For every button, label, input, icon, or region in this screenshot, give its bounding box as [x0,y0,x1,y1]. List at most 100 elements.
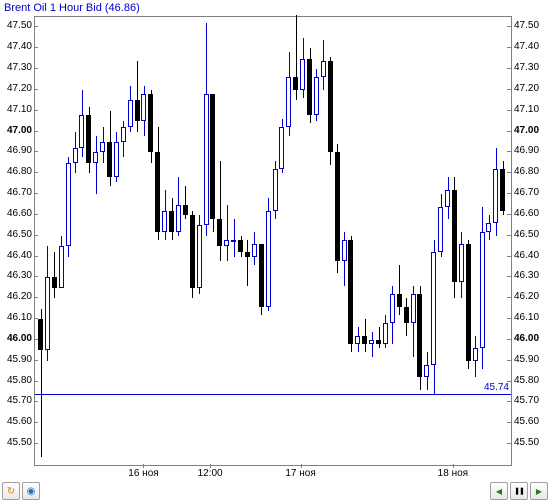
x-axis-label: 12:00 [198,468,223,479]
y-axis-label: 46.20 [514,291,548,302]
y-axis-label: 45.80 [0,375,32,386]
y-axis-label: 46.40 [0,250,32,261]
candle-wick [96,136,97,194]
candle-body [307,59,312,115]
prev-icon: ◀ [496,487,502,496]
candle-body [224,240,229,246]
y-axis-label: 45.90 [0,354,32,365]
y-axis-label: 46.90 [514,145,548,156]
candle-wick [247,240,248,286]
candle-body [52,277,57,287]
candle-body [279,127,284,169]
candle-body [93,152,98,162]
y-axis-label: 47.20 [514,83,548,94]
candle-body [321,61,326,78]
y-axis-label: 46.50 [0,229,32,240]
y-axis-label: 46.00 [0,333,32,344]
y-axis-label: 46.10 [0,312,32,323]
next-icon: ▶ [536,487,542,496]
y-axis-label: 46.30 [514,270,548,281]
candle-body [169,211,174,232]
candle-body [217,219,222,246]
y-axis-label: 46.70 [514,187,548,198]
candle-body [293,77,298,90]
candle-body [452,190,457,282]
candle-body [500,169,505,211]
y-axis-label: 46.20 [0,291,32,302]
candle-body [114,142,119,177]
candle-body [245,252,250,256]
refresh-button[interactable]: ↻ [2,482,20,500]
globe-icon: ◉ [27,486,36,497]
candle-body [466,244,471,361]
candle-body [328,61,333,153]
candle-body [493,169,498,223]
candle-body [362,336,367,344]
y-axis-label: 46.00 [514,333,548,344]
y-axis-label: 45.60 [514,416,548,427]
candle-body [273,169,278,211]
candle-body [390,294,395,323]
x-axis-label: 16 ноя [128,468,158,479]
y-axis-label: 46.50 [514,229,548,240]
y-axis-label: 47.40 [514,41,548,52]
y-axis-label: 47.50 [514,20,548,31]
candle-body [355,336,360,344]
candle-body [155,152,160,231]
support-line-label: 45.74 [484,382,509,393]
pause-button[interactable]: ❚❚ [510,482,528,500]
toolbar-left: ↻ ◉ [2,482,40,500]
candle-body [148,94,153,152]
y-axis-label: 45.50 [0,437,32,448]
y-axis-label: 47.50 [0,20,32,31]
y-axis-label: 45.70 [0,395,32,406]
candle-body [176,205,181,232]
candle-wick [54,252,55,298]
candle-body [480,232,485,349]
candle-body [259,244,264,307]
candle-body [314,77,319,115]
next-button[interactable]: ▶ [530,482,548,500]
y-axis-label: 45.80 [514,375,548,386]
candle-wick [227,205,228,261]
candle-body [376,340,381,344]
candle-body [204,94,209,225]
y-axis-label: 46.30 [0,270,32,281]
candle-body [438,207,443,253]
x-axis-label: 18 ноя [438,468,468,479]
y-axis-label: 46.40 [514,250,548,261]
candle-body [473,348,478,361]
x-axis-label: 17 ноя [285,468,315,479]
candle-body [411,294,416,323]
prev-button[interactable]: ◀ [490,482,508,500]
candle-body [404,307,409,324]
candle-body [210,94,215,219]
y-axis-label: 47.30 [514,62,548,73]
candle-wick [372,332,373,357]
y-axis-label: 45.90 [514,354,548,365]
y-axis-label: 46.80 [514,166,548,177]
refresh-icon: ↻ [7,486,15,497]
chart-container: Brent Oil 1 Hour Bid (46.86) 45.74 45.50… [0,0,550,502]
candle-body [100,142,105,152]
candle-body [397,294,402,307]
candle-body [266,211,271,307]
plot-area[interactable]: 45.74 [34,16,512,466]
candle-body [348,240,353,344]
globe-button[interactable]: ◉ [22,482,40,500]
y-axis-label: 47.20 [0,83,32,94]
y-axis-label: 46.90 [0,145,32,156]
y-axis-label: 45.60 [0,416,32,427]
y-axis-label: 46.60 [0,208,32,219]
candle-body [107,142,112,177]
candle-wick [399,265,400,315]
y-axis-label: 47.40 [0,41,32,52]
candle-body [459,244,464,282]
support-line [35,394,511,395]
y-axis-label: 47.00 [514,125,548,136]
y-axis-label: 47.10 [0,104,32,115]
y-axis-label: 45.70 [514,395,548,406]
candle-body [431,252,436,365]
candle-body [369,340,374,344]
candle-wick [234,219,235,257]
